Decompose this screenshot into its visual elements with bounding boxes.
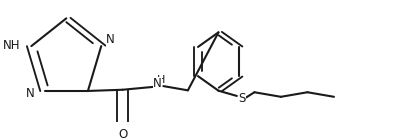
Text: N: N (26, 87, 34, 100)
Text: N: N (106, 33, 115, 46)
Text: S: S (239, 92, 246, 105)
Text: H: H (157, 75, 165, 85)
Text: NH: NH (3, 39, 20, 52)
Text: N: N (153, 77, 162, 90)
Text: O: O (118, 128, 127, 140)
